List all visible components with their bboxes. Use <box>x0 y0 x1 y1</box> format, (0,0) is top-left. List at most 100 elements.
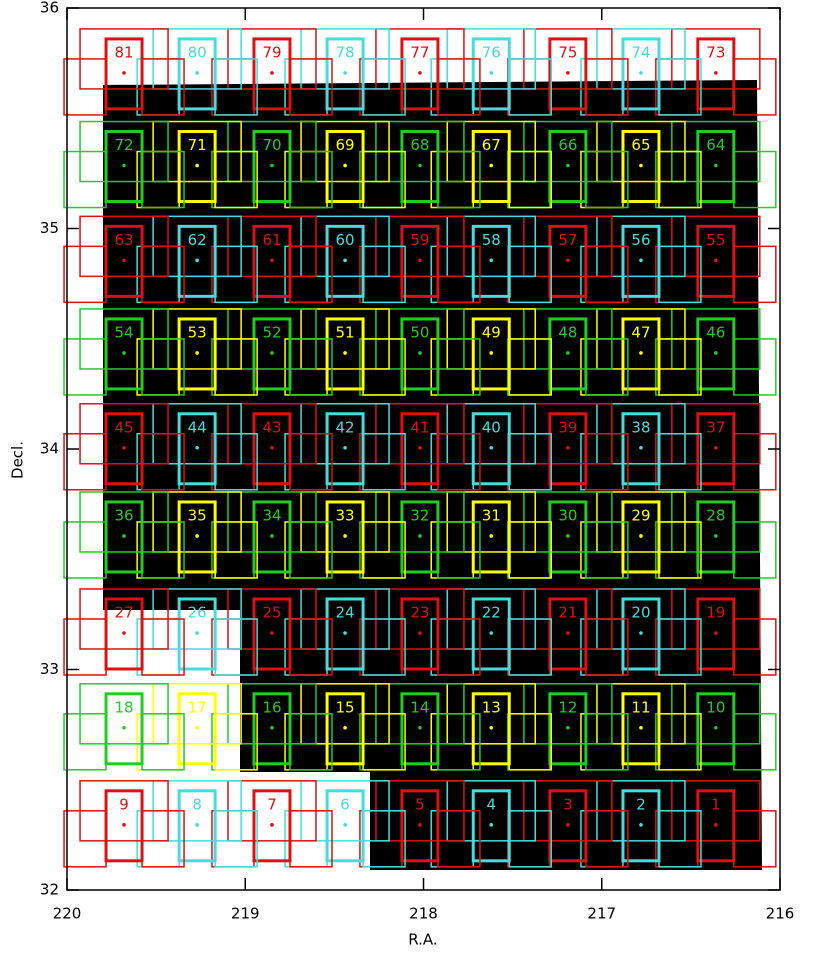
pointing-center <box>714 534 718 538</box>
pointing-center <box>122 534 126 538</box>
pointing-label: 62 <box>188 231 207 249</box>
pointing-label: 74 <box>631 43 650 61</box>
y-axis-label: Decl. <box>9 441 27 479</box>
pointing-label: 73 <box>706 43 725 61</box>
footprint <box>400 130 440 204</box>
footprint <box>104 500 144 574</box>
pointing-label: 66 <box>558 136 577 154</box>
pointing-center <box>343 823 347 827</box>
footprint <box>400 692 440 766</box>
footprint <box>177 37 217 111</box>
pointing-center <box>566 258 570 263</box>
footprint <box>177 224 217 298</box>
footprint <box>400 500 440 574</box>
pointing-label: 21 <box>558 603 577 621</box>
footprint <box>63 338 107 396</box>
footprint <box>471 37 511 111</box>
pointing-center <box>122 163 126 168</box>
footprint <box>696 130 736 204</box>
pointing-center <box>270 823 274 827</box>
pointing-label: 43 <box>262 418 281 436</box>
pointing-label: 58 <box>482 231 501 249</box>
pointing-label: 76 <box>482 43 501 61</box>
footprint <box>325 224 365 298</box>
pointing-center <box>566 534 570 538</box>
footprint <box>621 692 661 766</box>
pointing-center <box>270 351 274 355</box>
pointing-center <box>714 726 718 730</box>
footprint <box>400 317 440 391</box>
footprint <box>177 789 217 863</box>
pointing-label: 61 <box>262 231 281 249</box>
footprint <box>696 597 736 671</box>
pointing-label: 19 <box>706 603 725 621</box>
pointing-center <box>418 726 422 730</box>
footprint <box>471 412 511 486</box>
footprint <box>548 37 588 111</box>
pointing-center <box>418 258 422 263</box>
footprint <box>471 500 511 574</box>
footprint <box>325 412 365 486</box>
pointing-center <box>343 534 347 538</box>
pointing-center <box>270 258 274 263</box>
pointing-label: 69 <box>336 136 355 154</box>
y-tick-label: 35 <box>40 219 59 237</box>
x-tick-label: 218 <box>409 905 438 923</box>
footprint <box>63 810 107 868</box>
footprint <box>252 317 292 391</box>
footprint <box>63 150 107 209</box>
pointing-center <box>639 258 643 263</box>
footprint <box>252 692 292 766</box>
footprint <box>63 618 107 676</box>
x-tick-label: 219 <box>231 905 260 923</box>
pointing-label: 5 <box>415 795 425 813</box>
x-tick-label: 216 <box>766 905 795 923</box>
pointing-label: 53 <box>188 323 207 341</box>
pointing-center <box>418 631 422 635</box>
pointing-label: 3 <box>563 795 573 813</box>
pointing-label: 39 <box>558 418 577 436</box>
footprint <box>63 521 107 579</box>
y-tick-label: 33 <box>40 660 59 678</box>
pointing-center <box>489 823 494 827</box>
footprint <box>104 692 144 766</box>
pointing-label: 12 <box>558 698 577 716</box>
pointing-label: 80 <box>188 43 207 61</box>
x-tick-label: 220 <box>53 905 82 923</box>
pointing-center <box>639 71 643 75</box>
pointing-label: 23 <box>410 603 429 621</box>
footprint <box>621 597 661 671</box>
pointing-label: 24 <box>336 603 355 621</box>
pointing-center <box>195 726 199 730</box>
footprint <box>621 224 661 298</box>
pointing-label: 70 <box>262 136 281 154</box>
footprint <box>400 224 440 298</box>
pointing-center <box>566 823 570 827</box>
pointing-center <box>418 351 422 355</box>
pointing-center <box>270 726 274 730</box>
pointing-label: 48 <box>558 323 577 341</box>
pointing-center <box>489 726 494 730</box>
footprint <box>63 433 107 491</box>
pointing-center <box>418 445 422 450</box>
pointing-label: 44 <box>188 418 207 436</box>
pointing-label: 6 <box>340 795 350 813</box>
pointing-center <box>195 351 199 355</box>
footprint <box>548 130 588 204</box>
pointing-center <box>122 445 126 450</box>
pointing-center <box>195 631 199 635</box>
y-tick-label: 32 <box>40 881 59 899</box>
pointing-label: 30 <box>558 506 577 524</box>
pointing-label: 54 <box>114 323 133 341</box>
pointing-label: 41 <box>410 418 429 436</box>
pointing-center <box>489 445 494 450</box>
footprint <box>177 692 217 766</box>
pointing-label: 32 <box>410 506 429 524</box>
footprint <box>252 130 292 204</box>
pointing-label: 14 <box>410 698 429 716</box>
pointing-label: 59 <box>410 231 429 249</box>
pointing-center <box>343 163 347 168</box>
pointing-label: 77 <box>410 43 429 61</box>
pointing-center <box>195 823 199 827</box>
pointing-label: 10 <box>706 698 725 716</box>
